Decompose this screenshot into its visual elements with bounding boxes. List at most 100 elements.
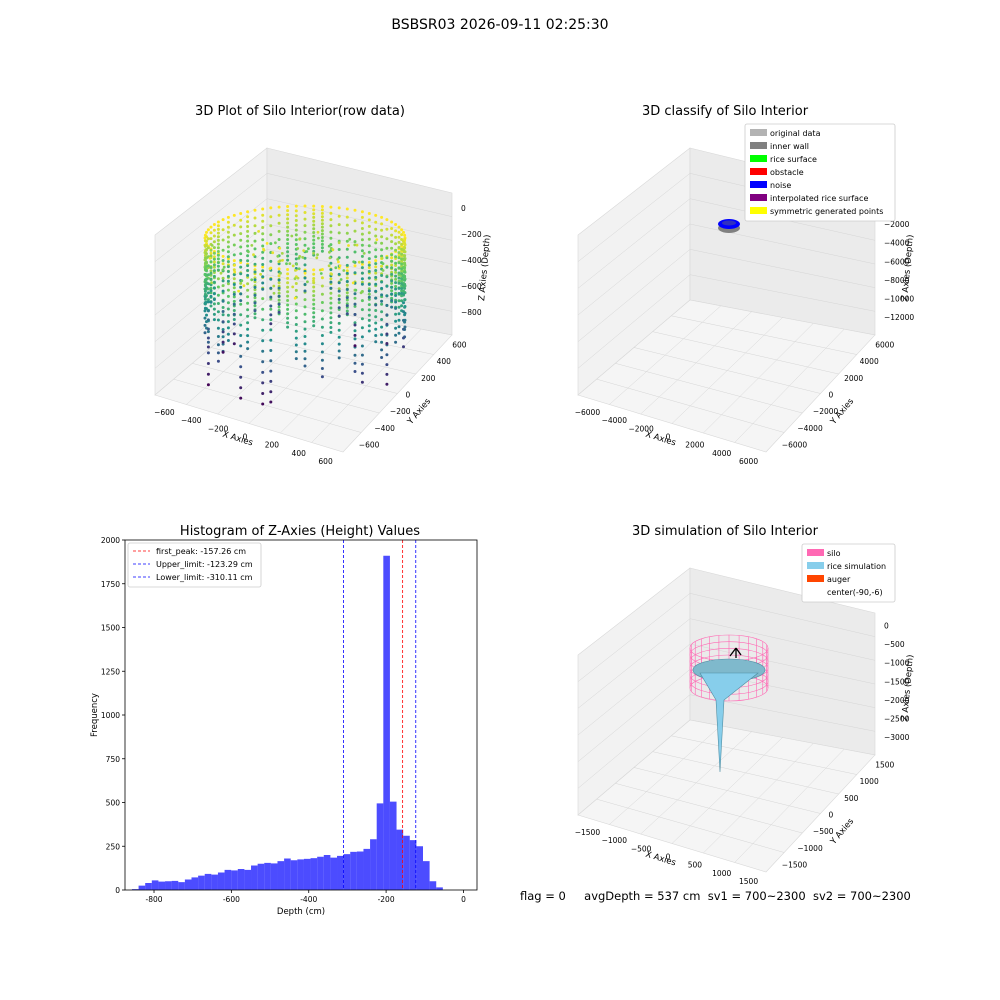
data-point [329,321,333,325]
data-point [216,335,220,338]
data-point [286,242,290,246]
data-point [303,263,307,267]
data-point [286,250,290,254]
z-tick-label: −600 [461,282,482,291]
data-point [348,237,352,241]
histogram-bar [211,874,218,890]
data-point [345,239,349,243]
data-point [312,208,316,212]
data-point [303,327,307,331]
data-point [269,322,273,326]
data-point [212,312,216,316]
data-point [216,277,220,281]
data-point [232,318,236,321]
data-point [367,329,371,333]
data-point [394,340,398,344]
data-point [329,205,333,209]
data-point [320,367,324,370]
data-point [353,264,357,268]
data-point [232,309,236,312]
data-point [303,320,307,324]
data-point [345,288,349,291]
data-point [261,219,265,223]
data-point [206,327,210,331]
data-point [206,298,210,302]
data-point [312,277,316,280]
z-tick-label: −2000 [884,220,910,229]
data-point [360,210,364,214]
data-point [397,312,401,316]
data-point [312,298,316,302]
data-point [360,260,364,264]
data-point [345,291,349,295]
data-point [367,297,371,301]
data-point [403,313,407,317]
y-tick-label: 500 [106,799,121,808]
grid-line [266,223,453,265]
data-point [385,256,389,260]
data-point [385,275,389,279]
grid-line [577,669,691,762]
data-point [360,215,364,219]
data-point [277,274,281,278]
data-point [320,205,324,208]
data-point [320,236,324,239]
data-point [295,262,298,266]
data-point [221,313,225,317]
data-point [329,211,333,215]
data-point [253,247,257,251]
data-point [226,288,230,292]
data-point [367,231,371,235]
data-point [212,246,216,250]
data-point [203,295,207,299]
data-point [312,289,316,293]
data-point [381,262,385,265]
data-point [312,285,316,289]
data-point [400,242,404,246]
data-point [367,261,371,264]
histogram-bar [403,835,410,890]
data-point [286,290,290,294]
data-point [209,286,213,290]
histogram-bar [158,881,166,890]
legend-label: center(-90,-6) [827,588,883,597]
histogram-bar [423,861,430,891]
data-point [397,276,401,280]
data-point [329,280,333,284]
data-point [337,248,341,251]
legend-label: Lower_limit: -310.11 cm [156,573,253,582]
y-axis-label: Frequency [90,693,100,737]
data-point [239,261,243,264]
data-point [403,241,407,245]
data-point [312,311,316,315]
data-point [205,286,208,290]
data-point [385,218,389,222]
data-point [312,223,316,227]
histogram-bar [277,861,285,891]
grid-line [577,198,691,289]
data-point [269,328,273,332]
data-point [353,321,357,325]
data-point [269,242,273,246]
data-point [360,277,364,281]
data-point [206,264,210,268]
legend-swatch [750,181,767,188]
z-tick-label: −800 [461,308,482,317]
histogram-bar [198,875,205,890]
data-point [353,243,357,247]
data-point [345,304,349,308]
y-tick-label: 400 [437,357,452,366]
data-point [301,256,305,259]
data-point [296,276,300,280]
data-point [291,264,295,268]
data-point [380,348,384,352]
data-point [226,339,230,342]
data-point [261,244,265,248]
data-point [385,284,389,288]
data-point [360,344,364,348]
y-tick-label: 6000 [875,340,894,349]
data-point [390,299,394,302]
histogram-bar [416,846,423,890]
data-point [212,302,216,306]
data-point [400,287,404,290]
